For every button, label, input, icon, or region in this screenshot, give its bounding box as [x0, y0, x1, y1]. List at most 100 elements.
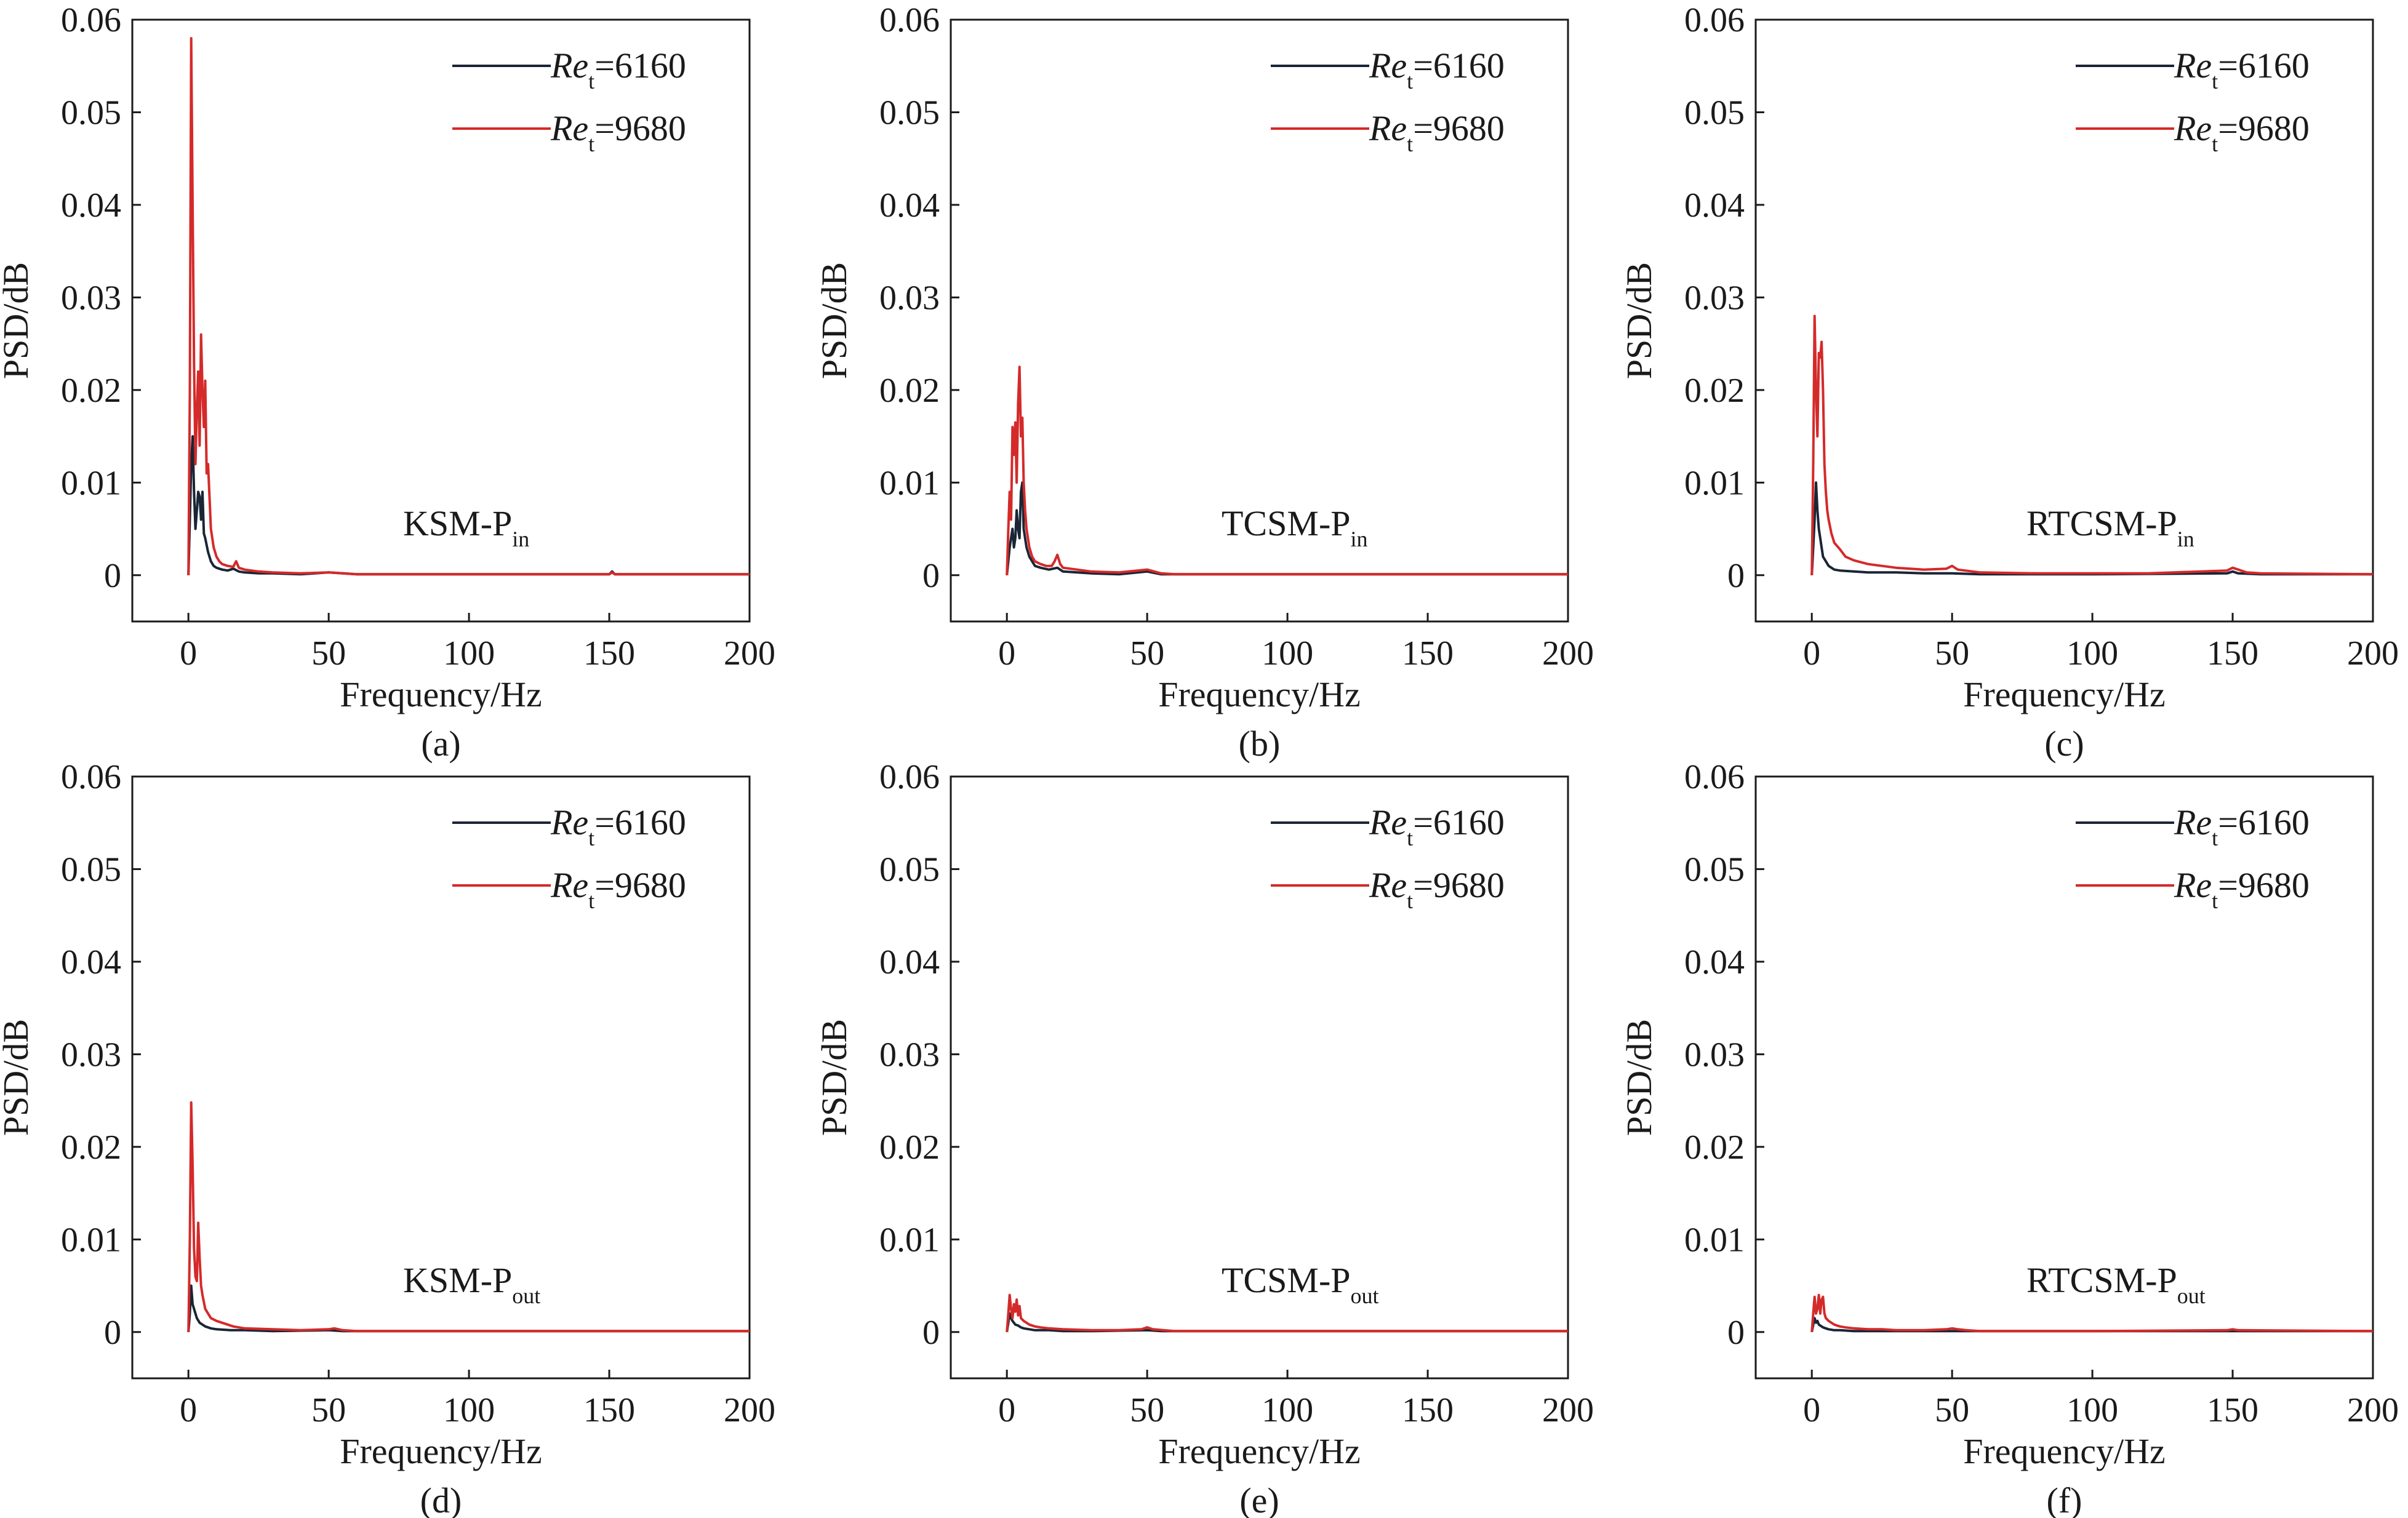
- legend-name: Re: [1369, 108, 1407, 148]
- annotation-main: RTCSM-P: [2026, 1260, 2177, 1300]
- legend-name: Re: [2174, 46, 2212, 86]
- x-axis-label: Frequency/Hz: [1963, 674, 2166, 714]
- legend-label-re9680: Ret=9680: [2174, 865, 2310, 913]
- y-tick-label: 0.04: [1684, 943, 1745, 981]
- y-tick-label: 0.06: [61, 758, 121, 796]
- x-tick-label: 150: [583, 1391, 635, 1429]
- legend-label-re6160: Ret=6160: [1369, 802, 1505, 850]
- legend-name: Re: [550, 108, 588, 148]
- panel-label: (f): [2047, 1480, 2082, 1518]
- series-line-re9680: [187, 1101, 750, 1333]
- legend-label-re6160: Ret=6160: [1369, 46, 1505, 94]
- y-tick-label: 0.04: [879, 186, 940, 225]
- legend-label-re6160: Ret=6160: [550, 46, 686, 94]
- y-tick-label: 0.03: [879, 1036, 940, 1074]
- x-tick-label: 50: [1935, 634, 1969, 673]
- panel-annotation: RTCSM-Pin: [2026, 503, 2194, 551]
- y-tick-label: 0: [1727, 557, 1745, 595]
- annotation-subscript: out: [1351, 1284, 1379, 1308]
- panel-annotation: KSM-Pin: [403, 503, 529, 551]
- y-tick-label: 0.04: [879, 943, 940, 981]
- legend-name: Re: [1369, 46, 1407, 86]
- y-tick-label: 0.06: [1684, 758, 1745, 796]
- y-tick-label: 0: [922, 1314, 940, 1352]
- series-line-re9680: [1810, 1293, 2374, 1333]
- legend-value: =9680: [2218, 108, 2310, 148]
- annotation-subscript: in: [2177, 527, 2194, 551]
- x-tick-label: 150: [2207, 634, 2258, 673]
- annotation-main: KSM-P: [403, 503, 512, 543]
- legend-value: =6160: [594, 46, 686, 86]
- y-axis-label: PSD/dB: [814, 262, 854, 379]
- y-tick-label: 0.05: [1684, 850, 1745, 889]
- x-tick-label: 100: [2066, 634, 2118, 673]
- legend-value: =6160: [1413, 802, 1505, 842]
- plot-frame: [1754, 775, 2374, 1380]
- y-tick-label: 0.04: [61, 943, 121, 981]
- x-axis-label: Frequency/Hz: [340, 674, 542, 714]
- series-line-re9680: [1006, 1293, 1568, 1333]
- plot-frame: [950, 775, 1569, 1380]
- legend-label-re6160: Ret=6160: [2174, 46, 2310, 94]
- annotation-main: KSM-P: [403, 1260, 512, 1300]
- x-axis-label: Frequency/Hz: [1158, 1431, 1361, 1471]
- annotation-subscript: out: [2177, 1284, 2206, 1308]
- series-line-re9680: [187, 37, 750, 576]
- annotation-subscript: in: [512, 527, 529, 551]
- y-axis-label: PSD/dB: [0, 262, 36, 379]
- x-tick-label: 200: [2347, 1391, 2399, 1429]
- panel-annotation: RTCSM-Pout: [2026, 1260, 2206, 1308]
- legend-name: Re: [550, 46, 588, 86]
- legend-label-re9680: Ret=9680: [1369, 108, 1505, 156]
- legend-value: =9680: [594, 108, 686, 148]
- y-tick-label: 0.05: [61, 850, 121, 889]
- y-tick-label: 0.05: [879, 94, 940, 132]
- legend-subscript: t: [2212, 889, 2218, 913]
- x-tick-label: 100: [2066, 1391, 2118, 1429]
- legend-name: Re: [1369, 802, 1407, 842]
- legend-value: =6160: [2218, 802, 2310, 842]
- x-axis-label: Frequency/Hz: [340, 1431, 542, 1471]
- series-line-re9680: [1810, 314, 2374, 576]
- x-tick-label: 150: [1402, 634, 1454, 673]
- panel-e: 0 50 100 150 200 0 0.01 0.02 0.03 0.04 0.05 0.06 Fre…: [814, 758, 1594, 1518]
- legend-subscript: t: [2212, 826, 2218, 850]
- x-tick-label: 200: [1542, 634, 1594, 673]
- y-tick-label: 0.01: [879, 1221, 940, 1259]
- x-tick-label: 0: [998, 634, 1015, 673]
- legend-name: Re: [550, 802, 588, 842]
- y-tick-label: 0.01: [879, 464, 940, 502]
- y-axis-label: PSD/dB: [1619, 262, 1659, 379]
- x-tick-label: 150: [2207, 1391, 2258, 1429]
- legend-value: =6160: [2218, 46, 2310, 86]
- y-tick-label: 0: [1727, 1314, 1745, 1352]
- annotation-subscript: in: [1351, 527, 1368, 551]
- y-tick-label: 0.02: [1684, 1129, 1745, 1167]
- x-axis-label: Frequency/Hz: [1158, 674, 1361, 714]
- legend-label-re9680: Ret=9680: [550, 865, 686, 913]
- y-tick-label: 0.01: [61, 1221, 121, 1259]
- series-line-re6160: [1810, 481, 2373, 576]
- legend-value: =6160: [1413, 46, 1505, 86]
- y-tick-label: 0: [104, 557, 121, 595]
- annotation-main: RTCSM-P: [2026, 503, 2177, 543]
- plot-frame: [131, 775, 751, 1380]
- y-tick-label: 0.01: [1684, 464, 1745, 502]
- legend-label-re9680: Ret=9680: [550, 108, 686, 156]
- legend-label-re9680: Ret=9680: [2174, 108, 2310, 156]
- y-tick-label: 0.02: [61, 372, 121, 410]
- legend-subscript: t: [1407, 69, 1413, 94]
- annotation-main: TCSM-P: [1222, 503, 1351, 543]
- series-line-re6160: [1810, 1317, 2373, 1333]
- x-tick-label: 100: [443, 634, 495, 673]
- panel-annotation: TCSM-Pout: [1222, 1260, 1379, 1308]
- panel-label: (a): [421, 724, 460, 764]
- x-tick-label: 150: [1402, 1391, 1454, 1429]
- y-tick-label: 0.02: [61, 1129, 121, 1167]
- legend-subscript: t: [1407, 889, 1413, 913]
- x-tick-label: 0: [1803, 634, 1820, 673]
- legend-name: Re: [2174, 802, 2212, 842]
- plot-frame: [1754, 18, 2374, 623]
- legend-label-re6160: Ret=6160: [2174, 802, 2310, 850]
- y-tick-label: 0.03: [61, 1036, 121, 1074]
